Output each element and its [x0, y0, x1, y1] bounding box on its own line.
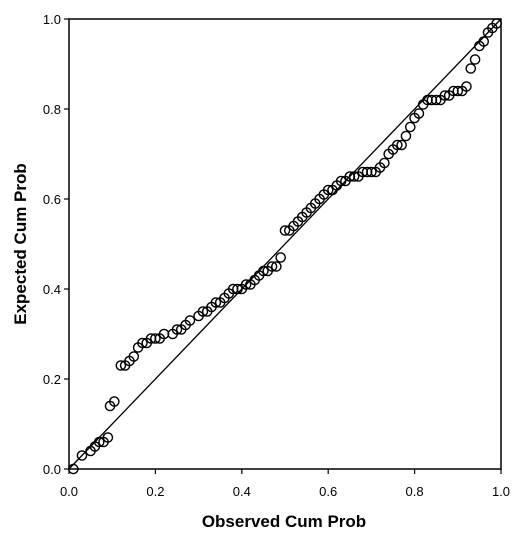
y-tick-label: 0.8 [43, 102, 61, 117]
y-tick-label: 0.0 [43, 462, 61, 477]
data-point [348, 171, 360, 182]
x-tick-label: 0.4 [233, 484, 251, 499]
reference-line-group [68, 18, 502, 470]
x-tick-label: 0.2 [146, 484, 164, 499]
data-point [404, 121, 416, 133]
data-point [102, 432, 114, 443]
y-tick-label: 0.2 [43, 372, 61, 387]
data-point [115, 360, 127, 371]
data-point [335, 175, 347, 187]
y-axis-ticks: 0.0 0.2 0.4 0.6 0.8 1.0 [43, 12, 69, 477]
data-point [68, 463, 79, 475]
data-point [413, 108, 425, 119]
data-point [430, 94, 442, 106]
x-tick-label: 0.0 [60, 484, 78, 499]
data-point [232, 283, 243, 295]
data-point [452, 85, 464, 97]
x-axis-title: Observed Cum Prob [202, 512, 366, 531]
x-tick-label: 1.0 [492, 484, 510, 499]
reference-diagonal-line [68, 18, 502, 470]
data-point [171, 324, 183, 335]
data-point [109, 396, 120, 407]
data-point [197, 306, 209, 317]
data-point [439, 90, 451, 101]
data-point [322, 184, 334, 196]
data-point [258, 265, 269, 277]
x-tick-label: 0.8 [406, 484, 424, 499]
plot-area-frame [68, 18, 502, 470]
x-axis-ticks: 0.0 0.2 0.4 0.6 0.8 1.0 [60, 469, 510, 499]
data-point [279, 225, 291, 236]
data-points [68, 18, 502, 475]
data-point [379, 157, 390, 169]
data-point [478, 36, 490, 47]
data-point [184, 315, 196, 326]
data-point [93, 436, 105, 448]
data-point [461, 81, 472, 92]
data-point [271, 261, 282, 272]
data-point [76, 450, 88, 461]
data-point [465, 63, 477, 74]
data-point [275, 252, 286, 263]
data-point [469, 54, 481, 65]
data-point [491, 18, 502, 29]
data-point [266, 261, 278, 272]
data-point [400, 130, 412, 142]
y-tick-label: 1.0 [43, 12, 61, 27]
y-tick-label: 0.6 [43, 192, 61, 207]
data-point [240, 279, 252, 290]
y-axis-title: Expected Cum Prob [11, 163, 30, 325]
data-point [392, 139, 403, 151]
x-tick-label: 0.6 [319, 484, 337, 499]
data-point [366, 166, 377, 178]
data-point [128, 351, 140, 362]
data-point [210, 297, 222, 308]
data-point [137, 337, 148, 349]
data-point [396, 139, 407, 151]
y-tick-label: 0.4 [43, 282, 61, 297]
data-point [150, 333, 161, 344]
